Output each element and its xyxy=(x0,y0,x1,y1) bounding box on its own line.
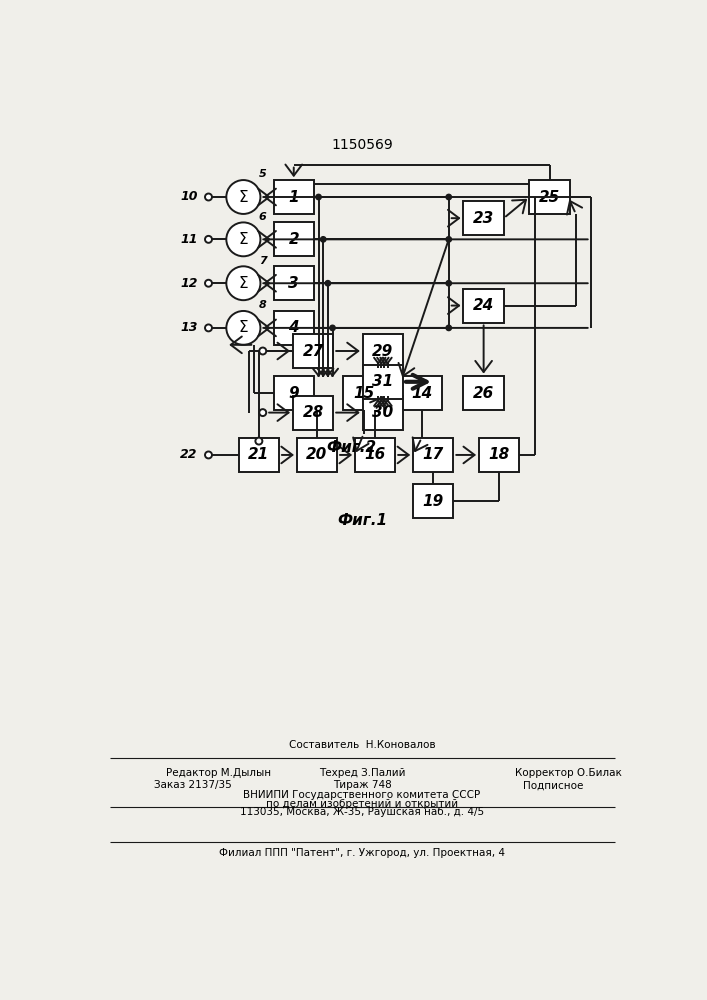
Bar xyxy=(479,438,519,472)
Circle shape xyxy=(320,237,326,242)
Circle shape xyxy=(255,438,262,445)
Circle shape xyxy=(205,236,212,243)
Text: 4: 4 xyxy=(288,320,299,335)
Text: Редактор М.Дылын: Редактор М.Дылын xyxy=(166,768,271,778)
Text: 29: 29 xyxy=(373,344,394,359)
Text: 13: 13 xyxy=(180,321,198,334)
Text: 2: 2 xyxy=(288,232,299,247)
Bar xyxy=(402,376,442,410)
Text: Заказ 2137/35: Заказ 2137/35 xyxy=(154,780,232,790)
Text: Техред З.Палий: Техред З.Палий xyxy=(319,768,405,778)
Circle shape xyxy=(226,266,260,300)
Circle shape xyxy=(259,409,267,416)
Bar xyxy=(363,334,403,368)
Circle shape xyxy=(205,451,212,458)
Circle shape xyxy=(205,280,212,287)
Text: 3: 3 xyxy=(288,276,299,291)
Text: 30: 30 xyxy=(373,405,394,420)
Bar xyxy=(363,396,403,430)
Bar xyxy=(464,289,504,323)
Text: 31: 31 xyxy=(373,374,394,389)
Text: Σ: Σ xyxy=(238,320,248,335)
Text: Корректор О.Билак: Корректор О.Билак xyxy=(515,768,622,778)
Text: Составитель  Н.Коновалов: Составитель Н.Коновалов xyxy=(288,740,436,750)
Text: 16: 16 xyxy=(365,447,386,462)
Text: Филиал ППП "Патент", г. Ужгород, ул. Проектная, 4: Филиал ППП "Патент", г. Ужгород, ул. Про… xyxy=(219,848,505,858)
Text: Фиг.1: Фиг.1 xyxy=(337,513,387,528)
Bar xyxy=(293,334,333,368)
Bar xyxy=(530,180,570,214)
Circle shape xyxy=(329,325,335,331)
Text: Σ: Σ xyxy=(238,232,248,247)
Text: 5: 5 xyxy=(259,169,267,179)
Text: 23: 23 xyxy=(473,211,494,226)
Bar xyxy=(464,201,504,235)
Circle shape xyxy=(226,180,260,214)
Text: 22: 22 xyxy=(180,448,198,461)
Text: 15: 15 xyxy=(353,386,374,401)
Text: 27: 27 xyxy=(303,344,324,359)
Text: 28: 28 xyxy=(303,405,324,420)
Text: 25: 25 xyxy=(539,190,560,205)
Text: 10: 10 xyxy=(180,190,198,204)
Text: 6: 6 xyxy=(259,212,267,222)
Text: по делам изобретений и открытий: по делам изобретений и открытий xyxy=(266,799,458,809)
Bar xyxy=(274,376,314,410)
Text: 12: 12 xyxy=(180,277,198,290)
Bar xyxy=(355,438,395,472)
Text: 14: 14 xyxy=(411,386,432,401)
Circle shape xyxy=(446,281,452,286)
Circle shape xyxy=(325,281,331,286)
Text: ВНИИПИ Государственного комитета СССР: ВНИИПИ Государственного комитета СССР xyxy=(243,790,481,800)
Text: 11: 11 xyxy=(180,233,198,246)
Text: 7: 7 xyxy=(259,256,267,266)
Text: Σ: Σ xyxy=(238,276,248,291)
Text: 1: 1 xyxy=(288,190,299,205)
Text: 9: 9 xyxy=(288,386,299,401)
Text: 17: 17 xyxy=(423,447,444,462)
Circle shape xyxy=(446,194,452,200)
Circle shape xyxy=(226,222,260,256)
Circle shape xyxy=(205,324,212,331)
Text: 19: 19 xyxy=(423,494,444,509)
Text: Тираж 748: Тираж 748 xyxy=(332,780,392,790)
Bar xyxy=(413,438,453,472)
Bar xyxy=(274,222,314,256)
Circle shape xyxy=(259,348,267,354)
Text: Фиг.2: Фиг.2 xyxy=(327,440,377,455)
Text: 26: 26 xyxy=(473,386,494,401)
Text: Подписное: Подписное xyxy=(523,780,583,790)
Text: 8: 8 xyxy=(259,300,267,310)
Text: 20: 20 xyxy=(306,447,327,462)
Text: 113035, Москва, Ж-35, Раушская наб., д. 4/5: 113035, Москва, Ж-35, Раушская наб., д. … xyxy=(240,807,484,817)
Circle shape xyxy=(446,325,452,331)
Bar xyxy=(274,180,314,214)
Bar xyxy=(297,438,337,472)
Bar xyxy=(274,311,314,345)
Text: 21: 21 xyxy=(248,447,269,462)
Circle shape xyxy=(446,237,452,242)
Bar xyxy=(363,365,403,399)
Text: Σ: Σ xyxy=(238,190,248,205)
Text: 24: 24 xyxy=(473,298,494,313)
Circle shape xyxy=(205,194,212,200)
Bar xyxy=(239,438,279,472)
Circle shape xyxy=(226,311,260,345)
Text: 18: 18 xyxy=(489,447,510,462)
Circle shape xyxy=(316,194,321,200)
Bar xyxy=(274,266,314,300)
Bar xyxy=(413,484,453,518)
Bar xyxy=(293,396,333,430)
Bar xyxy=(464,376,504,410)
Bar xyxy=(344,376,384,410)
Text: 1150569: 1150569 xyxy=(331,138,393,152)
